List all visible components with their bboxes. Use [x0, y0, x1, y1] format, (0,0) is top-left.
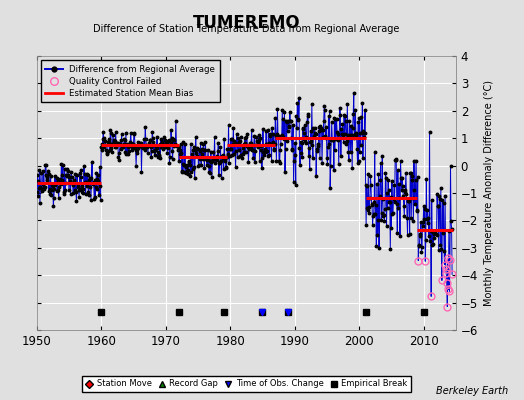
Legend: Difference from Regional Average, Quality Control Failed, Estimated Station Mean: Difference from Regional Average, Qualit… — [41, 60, 220, 102]
Y-axis label: Monthly Temperature Anomaly Difference (°C): Monthly Temperature Anomaly Difference (… — [484, 80, 494, 306]
Text: Difference of Station Temperature Data from Regional Average: Difference of Station Temperature Data f… — [93, 24, 399, 34]
Text: TUMEREMO: TUMEREMO — [192, 14, 300, 32]
Legend: Station Move, Record Gap, Time of Obs. Change, Empirical Break: Station Move, Record Gap, Time of Obs. C… — [82, 376, 411, 392]
Text: Berkeley Earth: Berkeley Earth — [436, 386, 508, 396]
